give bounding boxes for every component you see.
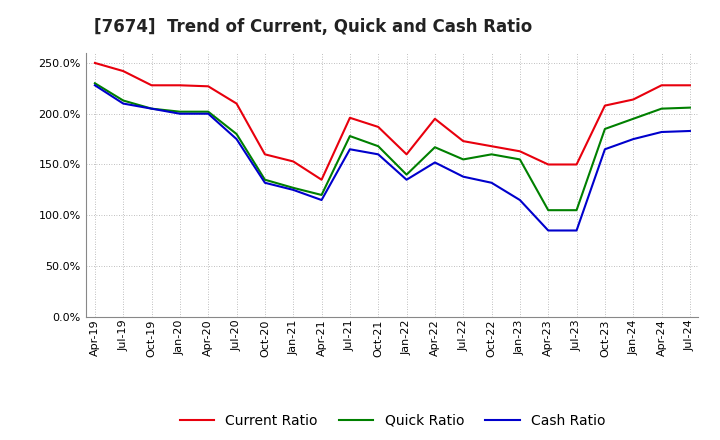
Current Ratio xyxy=(176,83,184,88)
Cash Ratio xyxy=(261,180,269,185)
Current Ratio xyxy=(233,101,241,106)
Current Ratio xyxy=(431,116,439,121)
Current Ratio xyxy=(685,83,694,88)
Cash Ratio xyxy=(233,136,241,142)
Cash Ratio xyxy=(459,174,467,180)
Current Ratio xyxy=(600,103,609,108)
Current Ratio xyxy=(402,152,411,157)
Current Ratio xyxy=(629,97,637,102)
Current Ratio xyxy=(459,139,467,144)
Cash Ratio xyxy=(402,177,411,182)
Cash Ratio xyxy=(318,198,326,203)
Current Ratio xyxy=(657,83,666,88)
Current Ratio xyxy=(204,84,212,89)
Quick Ratio xyxy=(516,157,524,162)
Cash Ratio xyxy=(289,187,297,193)
Cash Ratio xyxy=(544,228,552,233)
Current Ratio xyxy=(346,115,354,121)
Quick Ratio xyxy=(374,143,382,149)
Quick Ratio xyxy=(572,208,581,213)
Current Ratio xyxy=(487,143,496,149)
Current Ratio xyxy=(374,124,382,129)
Current Ratio xyxy=(318,177,326,182)
Current Ratio xyxy=(148,83,156,88)
Cash Ratio xyxy=(657,129,666,135)
Cash Ratio xyxy=(516,198,524,203)
Cash Ratio xyxy=(119,101,127,106)
Line: Current Ratio: Current Ratio xyxy=(95,63,690,180)
Cash Ratio xyxy=(572,228,581,233)
Cash Ratio xyxy=(91,83,99,88)
Text: [7674]  Trend of Current, Quick and Cash Ratio: [7674] Trend of Current, Quick and Cash … xyxy=(94,18,532,36)
Legend: Current Ratio, Quick Ratio, Cash Ratio: Current Ratio, Quick Ratio, Cash Ratio xyxy=(174,408,611,433)
Cash Ratio xyxy=(148,106,156,111)
Quick Ratio xyxy=(176,109,184,114)
Current Ratio xyxy=(572,162,581,167)
Quick Ratio xyxy=(91,81,99,86)
Quick Ratio xyxy=(148,106,156,111)
Cash Ratio xyxy=(487,180,496,185)
Quick Ratio xyxy=(685,105,694,110)
Quick Ratio xyxy=(487,152,496,157)
Quick Ratio xyxy=(544,208,552,213)
Line: Cash Ratio: Cash Ratio xyxy=(95,85,690,231)
Current Ratio xyxy=(91,60,99,66)
Quick Ratio xyxy=(204,109,212,114)
Cash Ratio xyxy=(600,147,609,152)
Cash Ratio xyxy=(176,111,184,116)
Quick Ratio xyxy=(402,172,411,177)
Current Ratio xyxy=(119,69,127,74)
Current Ratio xyxy=(516,149,524,154)
Current Ratio xyxy=(544,162,552,167)
Cash Ratio xyxy=(204,111,212,116)
Quick Ratio xyxy=(459,157,467,162)
Quick Ratio xyxy=(233,132,241,137)
Quick Ratio xyxy=(346,133,354,139)
Cash Ratio xyxy=(346,147,354,152)
Quick Ratio xyxy=(629,116,637,121)
Cash Ratio xyxy=(629,136,637,142)
Quick Ratio xyxy=(431,145,439,150)
Current Ratio xyxy=(289,159,297,164)
Quick Ratio xyxy=(261,177,269,182)
Current Ratio xyxy=(261,152,269,157)
Quick Ratio xyxy=(289,185,297,191)
Quick Ratio xyxy=(600,126,609,132)
Cash Ratio xyxy=(685,128,694,134)
Line: Quick Ratio: Quick Ratio xyxy=(95,83,690,210)
Quick Ratio xyxy=(657,106,666,111)
Cash Ratio xyxy=(374,152,382,157)
Quick Ratio xyxy=(318,192,326,198)
Quick Ratio xyxy=(119,98,127,103)
Cash Ratio xyxy=(431,160,439,165)
